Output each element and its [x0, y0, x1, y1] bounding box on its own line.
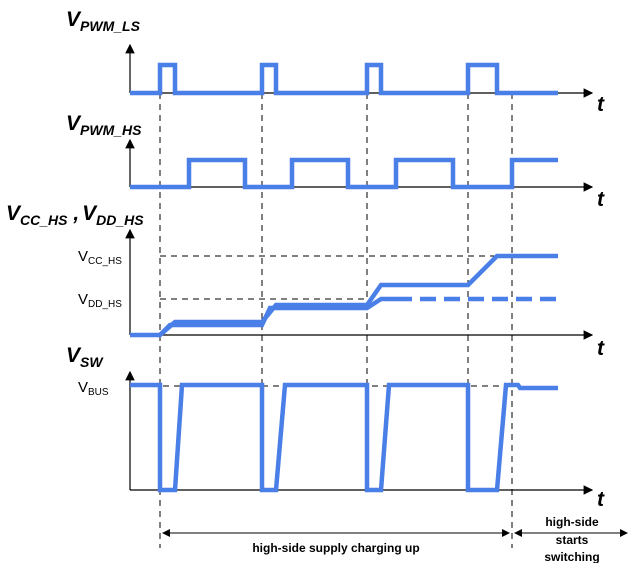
- annotations: high-side supply charging up high-side s…: [162, 515, 628, 563]
- level-label-vdd: VDD_HS: [78, 291, 122, 310]
- t-label-1: t: [597, 93, 605, 116]
- panel-cc-dd: VCC_HS , VDD_HS t VCC_HS VDD_HS: [6, 202, 605, 360]
- switching-annotation-line3: switching: [544, 550, 599, 563]
- switching-annotation-line2: starts: [556, 533, 589, 547]
- level-label-vbus: VBUS: [78, 379, 109, 398]
- switching-annotation-line1: high-side: [545, 515, 599, 529]
- waveform-vdd-hs: [158, 296, 396, 337]
- t-label-3: t: [597, 337, 605, 360]
- panel-pwm-ls: VPWM_LS t: [66, 8, 605, 116]
- panel-sw: VSW t VBUS: [66, 344, 605, 511]
- waveform-sw: [130, 382, 558, 493]
- t-label-4: t: [597, 488, 605, 511]
- t-label-2: t: [597, 188, 605, 211]
- waveform-pwm-hs: [130, 157, 558, 190]
- label-pwm-hs: VPWM_HS: [66, 112, 142, 138]
- panel-pwm-hs: VPWM_HS t: [66, 112, 605, 211]
- charging-annotation: high-side supply charging up: [252, 541, 419, 555]
- level-label-vcc: VCC_HS: [78, 248, 122, 267]
- label-sw: VSW: [66, 344, 104, 370]
- label-pwm-ls: VPWM_LS: [66, 8, 141, 34]
- label-cc-dd: VCC_HS , VDD_HS: [6, 202, 144, 228]
- waveform-pwm-ls: [130, 62, 558, 96]
